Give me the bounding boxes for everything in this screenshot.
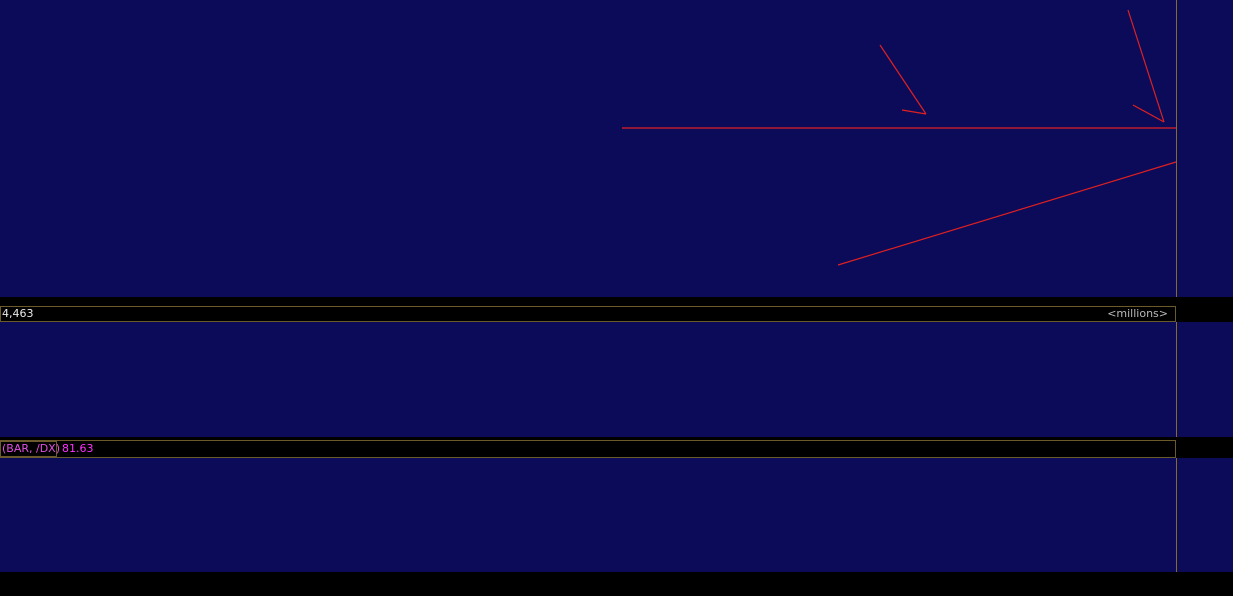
drawings: [622, 9, 1177, 266]
arrow: [879, 44, 927, 115]
unit-label: <millions>: [1107, 307, 1168, 320]
indicator-header-text: (BAR, /DX): [2, 442, 60, 455]
arrow: [901, 109, 927, 115]
indicator-header-box: [0, 441, 57, 457]
arrow: [1132, 104, 1165, 123]
volume-panel: [0, 322, 1233, 437]
indicator-header-value: 81.63: [62, 442, 94, 455]
axis-border: [1176, 458, 1177, 572]
support-line: [837, 161, 1177, 266]
axis-border: [1176, 0, 1177, 297]
indicator-header: [0, 440, 1176, 458]
axis-border: [1176, 322, 1177, 437]
volume-header-text: 4,463: [2, 307, 34, 320]
indicator-panel: [0, 458, 1233, 572]
volume-header: [0, 306, 1176, 322]
arrow: [1127, 9, 1165, 123]
price-panel: [0, 0, 1233, 297]
